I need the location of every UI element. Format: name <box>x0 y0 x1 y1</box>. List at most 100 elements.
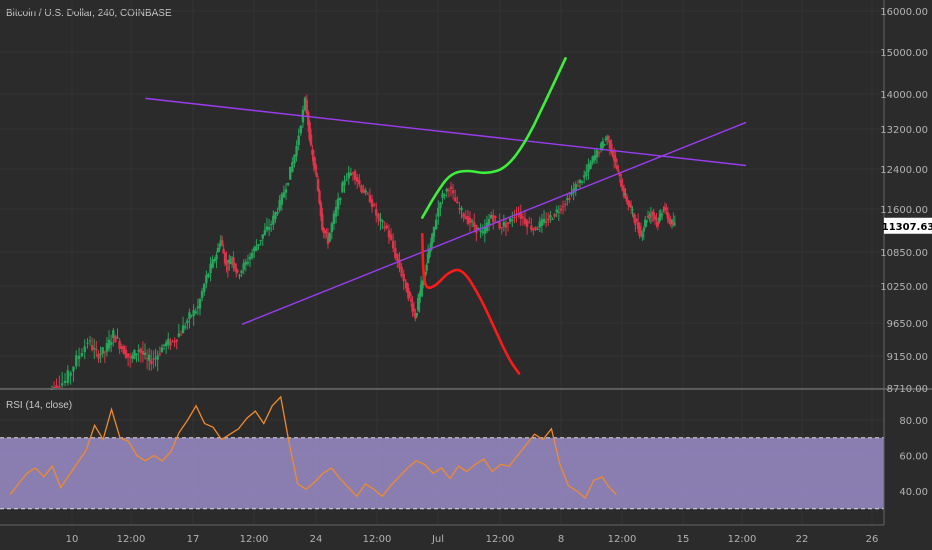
candle-body <box>568 198 571 200</box>
candle-body <box>381 220 384 222</box>
candle-body <box>101 347 104 354</box>
candle-body <box>525 220 529 228</box>
candle-body <box>83 346 86 353</box>
candle-body <box>645 220 648 223</box>
time-axis[interactable]: 10 12:00 17 12:00 24 12:00 Jul 12:00 8 12:00 15 12:… <box>66 534 879 545</box>
candle-body <box>69 372 72 376</box>
candle-body <box>362 189 365 194</box>
candle-body <box>351 172 355 175</box>
candle-body <box>116 337 119 339</box>
rsi-axis[interactable]: 80.00 60.00 40.00 <box>899 416 928 498</box>
candle-body <box>293 154 296 164</box>
candle-body <box>216 248 220 253</box>
candle-body <box>462 213 465 218</box>
candle-body <box>479 230 482 232</box>
candle-body <box>483 227 487 234</box>
price-tick-label: 10250.00 <box>880 282 928 293</box>
candle-body <box>289 166 292 180</box>
candle-body <box>641 234 644 237</box>
candle-body <box>308 122 311 140</box>
candle-body <box>487 219 491 227</box>
candle-body <box>653 216 657 220</box>
price-tick-label: 9150.00 <box>887 352 928 363</box>
candle-body <box>63 380 67 383</box>
candle-body <box>122 346 126 355</box>
candle-body <box>278 200 281 211</box>
candle-body <box>434 219 438 230</box>
candle-body <box>148 354 151 361</box>
candle-body <box>72 366 75 372</box>
candle-body <box>246 262 250 264</box>
candle-body <box>366 193 369 195</box>
candle-body <box>498 222 501 229</box>
price-axis[interactable]: 16000.00 15000.00 14000.00 13200.00 12400.00… <box>880 7 928 395</box>
candle-body <box>259 240 262 242</box>
candle-body <box>621 185 624 192</box>
candle-body <box>599 143 603 151</box>
candle-body <box>219 240 222 246</box>
candle-body <box>534 227 537 230</box>
candle-body <box>662 209 665 211</box>
candle-body <box>629 205 633 209</box>
candle-body <box>107 339 111 349</box>
candle-body <box>229 261 232 264</box>
candle-body <box>207 273 210 278</box>
candle-body <box>402 274 405 282</box>
candle-body <box>615 165 619 170</box>
rsi-line <box>9 395 617 500</box>
candle-body <box>319 202 323 217</box>
candle-body <box>315 173 318 177</box>
candle-body <box>494 216 497 218</box>
rsi-tick-label: 40.00 <box>899 487 928 498</box>
candle-body <box>475 224 478 233</box>
rsi-band <box>0 437 884 509</box>
candle-body <box>504 223 508 228</box>
time-tick-label: 12:00 <box>117 534 146 545</box>
candle-body <box>642 228 645 232</box>
candle-body <box>614 157 617 163</box>
candle-body <box>396 254 399 261</box>
candle-body <box>669 220 672 225</box>
candle-body <box>500 226 503 229</box>
candle-body <box>583 175 586 178</box>
bearish-projection-line <box>420 232 521 375</box>
candle-body <box>625 196 629 202</box>
candle-body <box>375 208 378 216</box>
candle-body <box>154 358 157 360</box>
candle-body <box>177 333 181 337</box>
candle-body <box>205 275 208 284</box>
candle-body <box>360 185 363 193</box>
descending-resistance-trendline <box>145 97 747 167</box>
time-tick-label: Jul <box>431 534 444 545</box>
candle-body <box>549 215 552 219</box>
candle-body <box>604 138 607 140</box>
candle-body <box>580 181 584 183</box>
candle-body <box>572 188 575 193</box>
candle-body <box>232 257 235 266</box>
candle-body <box>425 264 428 271</box>
candle-body <box>167 338 170 345</box>
candle-body <box>638 225 641 236</box>
candle-body <box>477 228 480 230</box>
candle-body <box>631 209 634 211</box>
candle-body <box>323 230 327 234</box>
candle-body <box>672 221 675 226</box>
candle-body <box>666 212 669 219</box>
price-tick-label: 12400.00 <box>880 165 928 176</box>
candle-body <box>181 325 185 334</box>
candle-body <box>328 232 331 242</box>
rsi-title: RSI (14, close) <box>6 400 72 411</box>
candle-body <box>658 217 661 222</box>
candle-body <box>143 352 147 355</box>
candle-body <box>532 228 535 231</box>
candle-body <box>238 275 241 277</box>
candle-body <box>407 287 410 299</box>
candle-body <box>508 218 512 222</box>
candle-body <box>460 207 463 211</box>
candle-body <box>523 218 527 224</box>
candle-body <box>607 136 610 140</box>
candle-body <box>112 330 115 338</box>
candle-body <box>649 214 653 216</box>
candle-body <box>90 345 94 351</box>
